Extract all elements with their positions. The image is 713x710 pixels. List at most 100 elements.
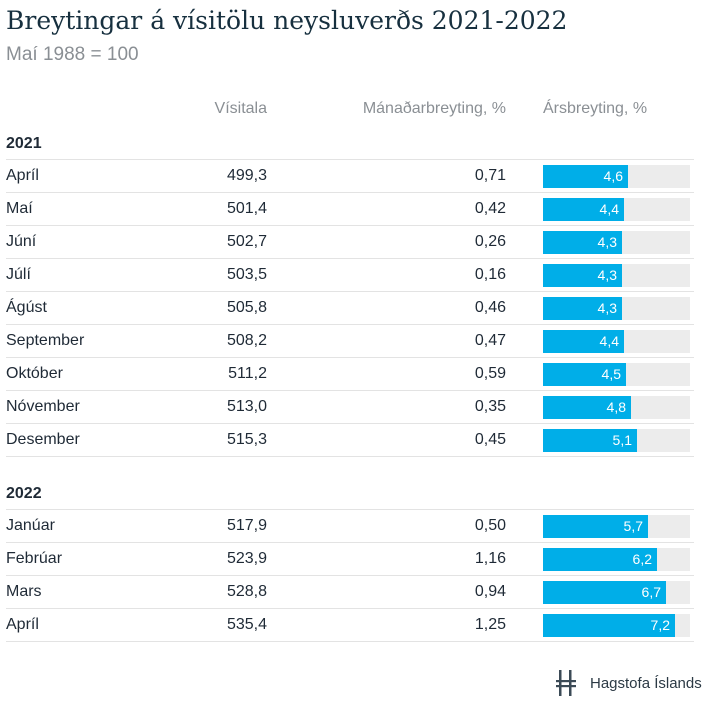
month-label: Júní — [6, 233, 37, 250]
monthly-change-value: 0,59 — [474, 365, 506, 382]
annual-change-bar: 4,8 — [543, 396, 631, 419]
annual-change-bar: 6,7 — [543, 581, 666, 604]
annual-change-bar: 4,6 — [543, 165, 628, 188]
hagstofa-logo-icon — [556, 670, 576, 696]
month-label: Október — [6, 365, 63, 382]
annual-change-bar: 4,4 — [543, 330, 624, 353]
index-value: 499,3 — [226, 167, 267, 184]
month-label: Apríl — [6, 167, 39, 184]
monthly-change-value: 0,35 — [474, 398, 506, 415]
row-divider — [6, 357, 694, 358]
annual-bar-track: 4,4 — [543, 330, 690, 353]
annual-bar-track: 4,5 — [543, 363, 690, 386]
monthly-change-value: 0,26 — [474, 233, 506, 250]
row-divider — [6, 225, 694, 226]
annual-change-label: 4,3 — [597, 300, 617, 316]
year-heading: 2021 — [6, 135, 42, 152]
logo-text: Hagstofa Íslands — [590, 675, 702, 692]
table-row: Október 511,2 0,59 4,5 — [0, 358, 713, 391]
index-value: 528,8 — [226, 583, 267, 600]
monthly-change-value: 0,94 — [474, 583, 506, 600]
divider — [6, 509, 694, 510]
annual-bar-track: 4,3 — [543, 231, 690, 254]
table-row: Ágúst 505,8 0,46 4,3 — [0, 292, 713, 325]
month-label: Febrúar — [6, 550, 63, 567]
row-divider — [6, 456, 694, 457]
month-label: Nóvember — [6, 398, 80, 415]
annual-bar-track: 4,3 — [543, 297, 690, 320]
hagstofa-logo[interactable]: Hagstofa Íslands — [556, 668, 706, 698]
annual-bar-track: 4,4 — [543, 198, 690, 221]
month-label: Apríl — [6, 616, 39, 633]
table-row: Apríl 499,3 0,71 4,6 — [0, 160, 713, 193]
annual-change-bar: 6,2 — [543, 548, 657, 571]
row-divider — [6, 192, 694, 193]
year-heading: 2022 — [6, 485, 42, 502]
month-label: Mars — [6, 583, 42, 600]
table-row: Mars 528,8 0,94 6,7 — [0, 576, 713, 609]
annual-change-bar: 4,3 — [543, 231, 622, 254]
table-row: Júní 502,7 0,26 4,3 — [0, 226, 713, 259]
month-label: Desember — [6, 431, 80, 448]
annual-change-bar: 4,5 — [543, 363, 626, 386]
annual-change-label: 4,5 — [601, 366, 621, 382]
annual-bar-track: 5,1 — [543, 429, 690, 452]
annual-bar-track: 6,2 — [543, 548, 690, 571]
index-value: 505,8 — [226, 299, 267, 316]
row-divider — [6, 641, 694, 642]
annual-change-label: 7,2 — [650, 617, 670, 633]
column-header-index: Vísitala — [214, 100, 267, 117]
row-divider — [6, 324, 694, 325]
row-divider — [6, 291, 694, 292]
monthly-change-value: 0,16 — [474, 266, 506, 283]
monthly-change-value: 0,46 — [474, 299, 506, 316]
monthly-change-value: 1,25 — [474, 616, 506, 633]
annual-change-label: 5,7 — [623, 518, 643, 534]
annual-change-bar: 4,3 — [543, 264, 622, 287]
month-label: Janúar — [6, 517, 55, 534]
row-divider — [6, 542, 694, 543]
column-header-monthly: Mánaðarbreyting, % — [362, 100, 506, 117]
table-row: Nóvember 513,0 0,35 4,8 — [0, 391, 713, 424]
annual-change-label: 4,6 — [603, 168, 623, 184]
annual-change-bar: 5,7 — [543, 515, 648, 538]
month-label: Júlí — [6, 266, 31, 283]
monthly-change-value: 0,71 — [474, 167, 506, 184]
index-value: 513,0 — [226, 398, 267, 415]
monthly-change-value: 1,16 — [474, 550, 506, 567]
annual-bar-track: 6,7 — [543, 581, 690, 604]
annual-bar-track: 4,8 — [543, 396, 690, 419]
monthly-change-value: 0,42 — [474, 200, 506, 217]
index-value: 517,9 — [226, 517, 267, 534]
annual-change-label: 4,3 — [597, 267, 617, 283]
index-value: 523,9 — [226, 550, 267, 567]
annual-change-label: 6,2 — [632, 551, 652, 567]
index-value: 511,2 — [228, 365, 267, 382]
annual-change-label: 5,1 — [612, 432, 632, 448]
divider — [6, 159, 694, 160]
row-divider — [6, 390, 694, 391]
index-value: 501,4 — [226, 200, 267, 217]
annual-bar-track: 4,3 — [543, 264, 690, 287]
page-subtitle: Maí 1988 = 100 — [6, 44, 139, 65]
month-label: September — [6, 332, 85, 349]
table-row: Febrúar 523,9 1,16 6,2 — [0, 543, 713, 576]
annual-change-bar: 7,2 — [543, 614, 675, 637]
index-value: 515,3 — [226, 431, 267, 448]
annual-change-label: 4,8 — [606, 399, 626, 415]
row-divider — [6, 423, 694, 424]
annual-change-label: 4,4 — [599, 333, 619, 349]
index-value: 508,2 — [226, 332, 267, 349]
page-title: Breytingar á vísitölu neysluverðs 2021-2… — [6, 6, 568, 35]
annual-change-bar: 4,3 — [543, 297, 622, 320]
annual-change-bar: 5,1 — [543, 429, 637, 452]
index-value: 502,7 — [226, 233, 267, 250]
annual-change-label: 4,4 — [599, 201, 619, 217]
table-row: Janúar 517,9 0,50 5,7 — [0, 510, 713, 543]
table-row: September 508,2 0,47 4,4 — [0, 325, 713, 358]
monthly-change-value: 0,47 — [474, 332, 506, 349]
annual-bar-track: 5,7 — [543, 515, 690, 538]
row-divider — [6, 575, 694, 576]
month-label: Ágúst — [6, 299, 47, 316]
annual-bar-track: 7,2 — [543, 614, 690, 637]
